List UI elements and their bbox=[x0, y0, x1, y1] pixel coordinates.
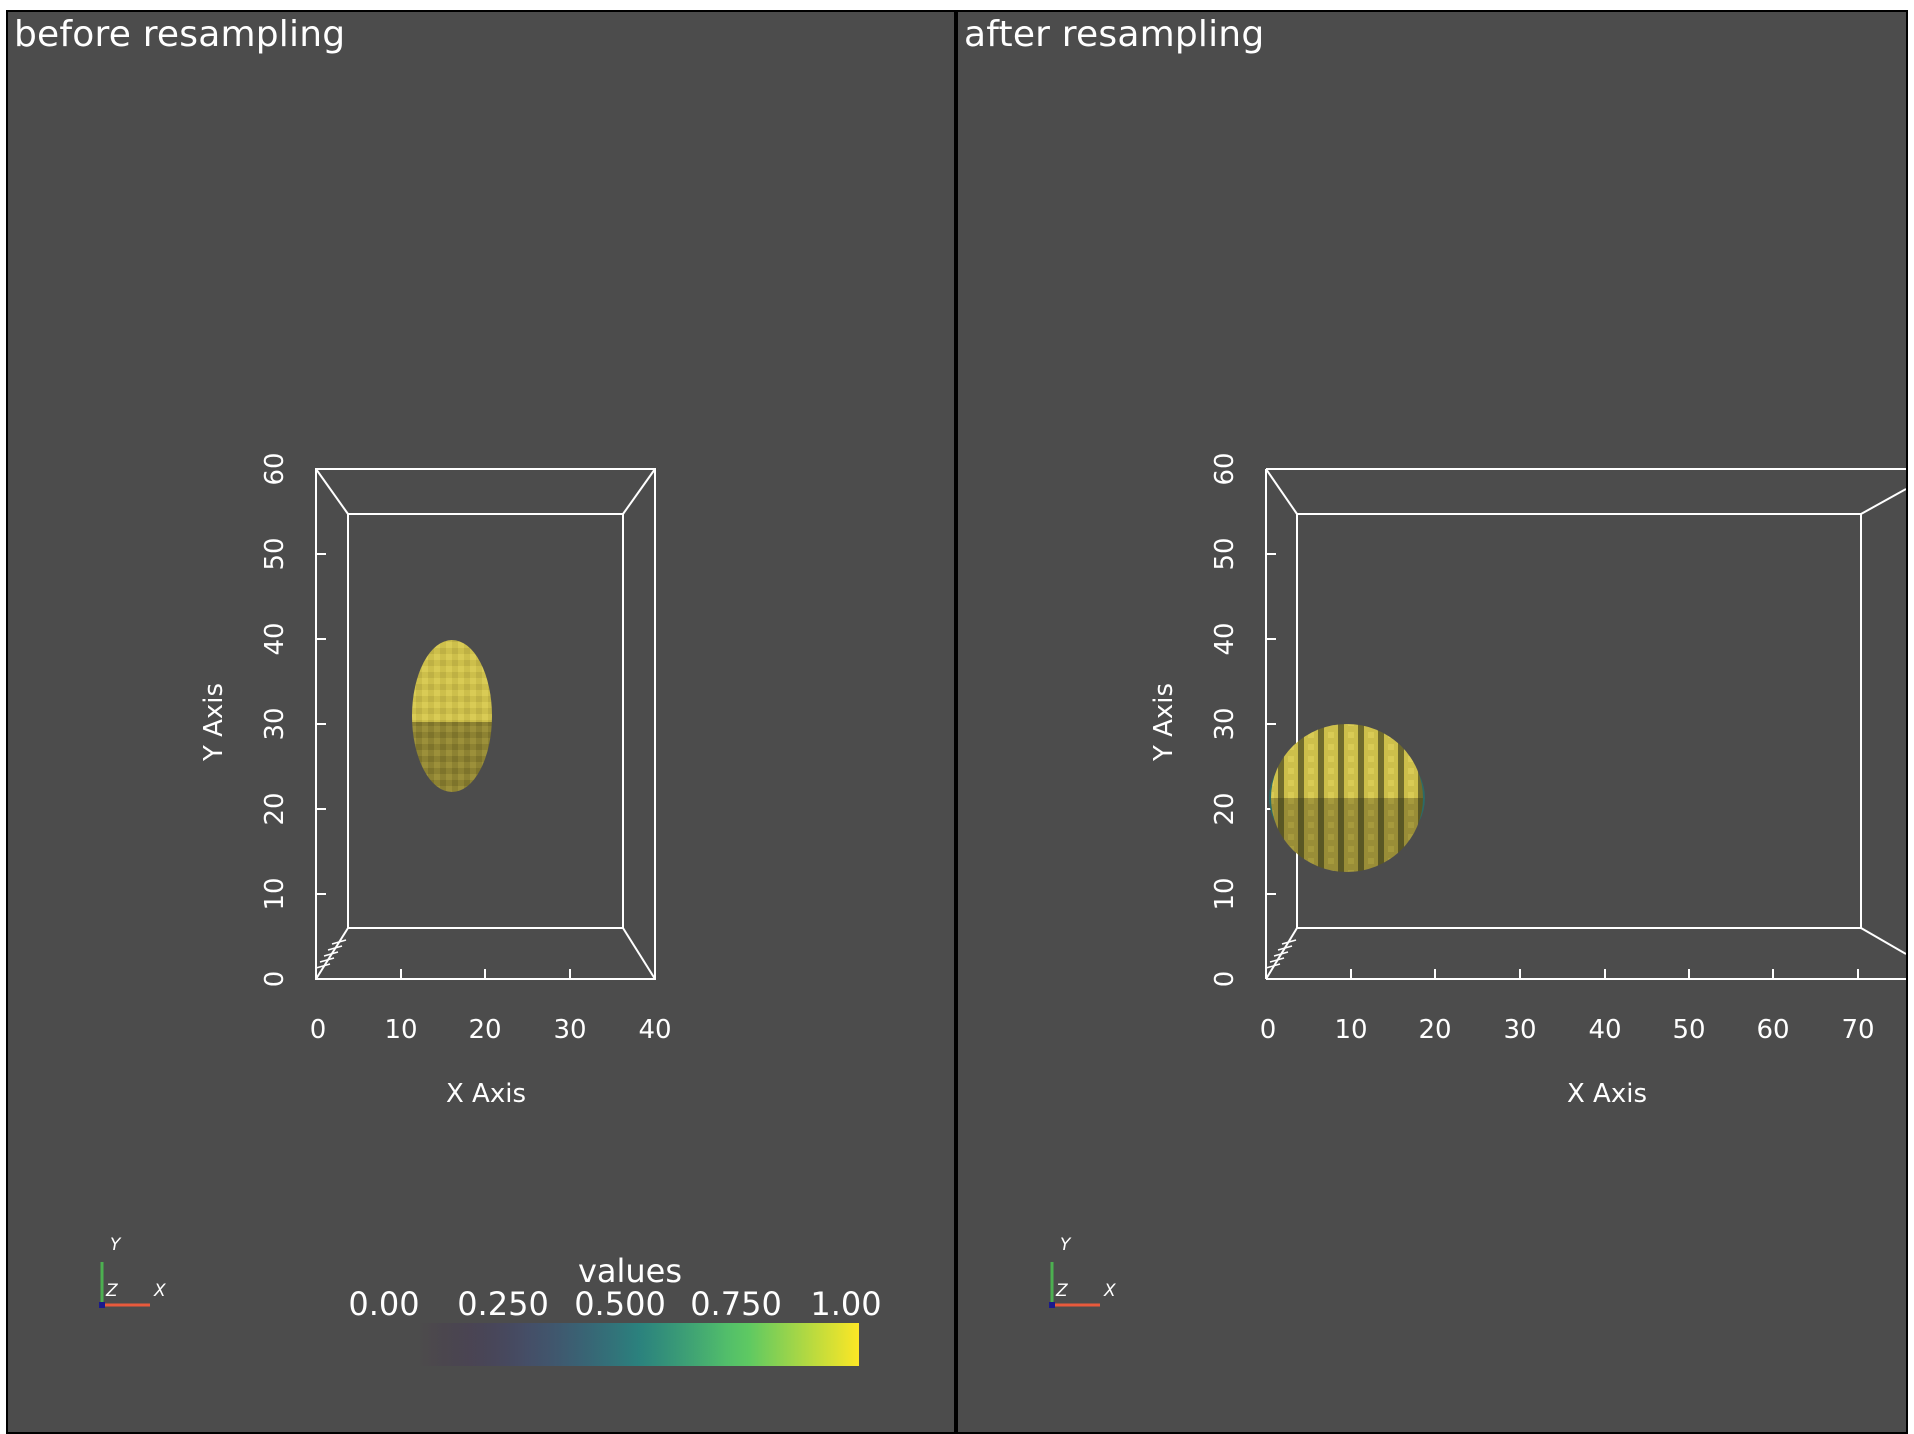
y-tick-label: 30 bbox=[1210, 707, 1240, 740]
y-tick-label: 0 bbox=[1210, 971, 1240, 988]
scalar-bar-tick: 0.750 bbox=[690, 1285, 782, 1323]
x-tick-label: 30 bbox=[1503, 1015, 1536, 1045]
orientation-y-label: Y bbox=[110, 1235, 122, 1255]
x-tick-labels: 0 10 20 30 40 bbox=[310, 1015, 672, 1045]
x-tick-labels: 0 10 20 30 40 50 60 70 bbox=[1260, 1015, 1875, 1045]
z-axis-ticks bbox=[1265, 939, 1297, 969]
y-tick-labels: 0 10 20 30 40 50 60 bbox=[260, 452, 290, 987]
orientation-widget: Y Z X bbox=[99, 1235, 166, 1308]
x-axis-label: X Axis bbox=[446, 1079, 526, 1109]
scalar-bar-tick-labels: 0.00 0.250 0.500 0.750 1.00 bbox=[348, 1285, 881, 1323]
y-axis-tick-marks bbox=[316, 553, 326, 895]
viewport-after[interactable]: after resampling bbox=[958, 12, 1906, 1432]
y-tick-label: 50 bbox=[260, 537, 290, 570]
y-tick-label: 60 bbox=[1210, 452, 1240, 485]
y-tick-label: 20 bbox=[260, 792, 290, 825]
x-tick-label: 0 bbox=[310, 1015, 327, 1045]
scalar-bar-title: values bbox=[578, 1252, 682, 1290]
orientation-x-label: X bbox=[153, 1281, 166, 1301]
x-tick-label: 70 bbox=[1841, 1015, 1874, 1045]
viewport-title-before: before resampling bbox=[14, 14, 346, 55]
x-tick-label: 0 bbox=[1260, 1015, 1277, 1045]
scene-after[interactable]: 0 10 20 30 40 50 60 70 X Axis 0 10 20 30… bbox=[958, 12, 1906, 1432]
y-tick-label: 20 bbox=[1210, 792, 1240, 825]
x-tick-label: 60 bbox=[1756, 1015, 1789, 1045]
viewport-title-after: after resampling bbox=[964, 14, 1265, 55]
x-tick-label: 50 bbox=[1672, 1015, 1705, 1045]
y-tick-label: 10 bbox=[260, 877, 290, 910]
orientation-x-label: X bbox=[1103, 1281, 1116, 1301]
x-axis-tick-marks bbox=[1350, 969, 1859, 979]
y-tick-label: 30 bbox=[260, 707, 290, 740]
orientation-z-label: Z bbox=[105, 1281, 118, 1301]
x-tick-label: 10 bbox=[384, 1015, 417, 1045]
orientation-y-label: Y bbox=[1060, 1235, 1072, 1255]
x-axis-label: X Axis bbox=[1567, 1079, 1647, 1109]
y-tick-labels: 0 10 20 30 40 50 60 bbox=[1210, 452, 1240, 987]
x-axis-tick-marks bbox=[400, 969, 571, 979]
render-window: before resampling bbox=[6, 10, 1908, 1434]
viewport-before[interactable]: before resampling bbox=[8, 12, 954, 1432]
x-tick-label: 20 bbox=[468, 1015, 501, 1045]
y-tick-label: 60 bbox=[260, 452, 290, 485]
y-axis-tick-marks bbox=[1266, 553, 1276, 895]
scene-before[interactable]: 0 10 20 30 40 X Axis 0 10 20 30 40 50 60… bbox=[8, 12, 954, 1432]
voxel-volume-before bbox=[412, 640, 492, 792]
scalar-bar-tick: 0.500 bbox=[574, 1285, 666, 1323]
bounding-box-outline bbox=[1265, 468, 1906, 980]
x-tick-label: 10 bbox=[1334, 1015, 1367, 1045]
x-tick-label: 40 bbox=[638, 1015, 671, 1045]
x-tick-label: 30 bbox=[553, 1015, 586, 1045]
y-axis-label: Y Axis bbox=[1149, 683, 1179, 762]
orientation-widget: Y Z X bbox=[1049, 1235, 1116, 1308]
y-axis-label: Y Axis bbox=[199, 683, 229, 762]
x-tick-label: 40 bbox=[1588, 1015, 1621, 1045]
scalar-bar-tick: 1.00 bbox=[810, 1285, 881, 1323]
orientation-z-label: Z bbox=[1055, 1281, 1068, 1301]
orientation-z-axis bbox=[1049, 1302, 1055, 1308]
y-tick-label: 10 bbox=[1210, 877, 1240, 910]
scalar-bar-tick: 0.250 bbox=[457, 1285, 549, 1323]
orientation-z-axis bbox=[99, 1302, 105, 1308]
scalar-bar-tick: 0.00 bbox=[348, 1285, 419, 1323]
y-tick-label: 40 bbox=[260, 622, 290, 655]
x-tick-label: 20 bbox=[1418, 1015, 1451, 1045]
scalar-bar: values 0.00 0.250 0.500 0.750 1.00 bbox=[348, 1252, 882, 1366]
y-tick-label: 0 bbox=[260, 971, 290, 988]
y-tick-label: 50 bbox=[1210, 537, 1240, 570]
y-tick-label: 40 bbox=[1210, 622, 1240, 655]
z-axis-ticks bbox=[315, 939, 347, 969]
voxel-volume-after bbox=[1269, 724, 1425, 872]
